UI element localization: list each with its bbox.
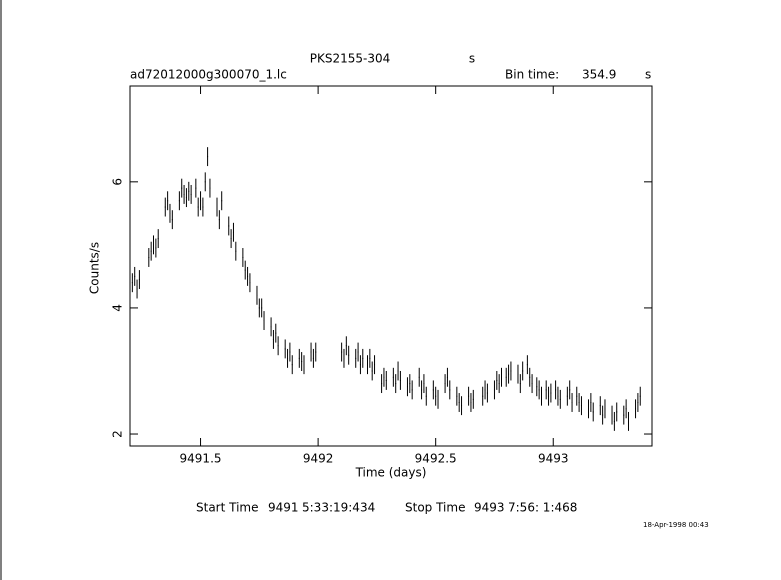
date: 18-Apr-1998 00:43 xyxy=(643,521,709,529)
stop-clock: 7:56: 1:468 xyxy=(508,501,577,515)
start-label: Start Time xyxy=(196,501,259,515)
stop-day: 9493 xyxy=(474,501,505,515)
x-tick-label: 9492.5 xyxy=(415,452,457,466)
bin-time: 354.9 xyxy=(582,68,616,82)
y-tick-label: 6 xyxy=(111,178,125,186)
x-tick-label: 9491.5 xyxy=(180,452,222,466)
stop-label: Stop Time xyxy=(405,501,465,515)
chart-title: PKS2155-304 xyxy=(310,52,391,66)
title-unit: s xyxy=(469,52,475,66)
x-tick-label: 9493 xyxy=(538,452,569,466)
subtitle: ad72012000g300070_1.lc xyxy=(130,68,287,82)
x-tick-label: 9492 xyxy=(303,452,334,466)
bin-time-unit: s xyxy=(645,68,651,82)
y-tick-label: 4 xyxy=(111,304,125,312)
start-day: 9491 xyxy=(268,501,299,515)
x-axis-label: Time (days) xyxy=(355,466,427,480)
plot-frame xyxy=(129,85,653,447)
bin-time-label: Bin time: xyxy=(505,68,559,82)
start-clock: 5:33:19:434 xyxy=(302,501,375,515)
y-tick-label: 2 xyxy=(111,430,125,438)
y-axis-label: Counts/s xyxy=(88,242,102,294)
